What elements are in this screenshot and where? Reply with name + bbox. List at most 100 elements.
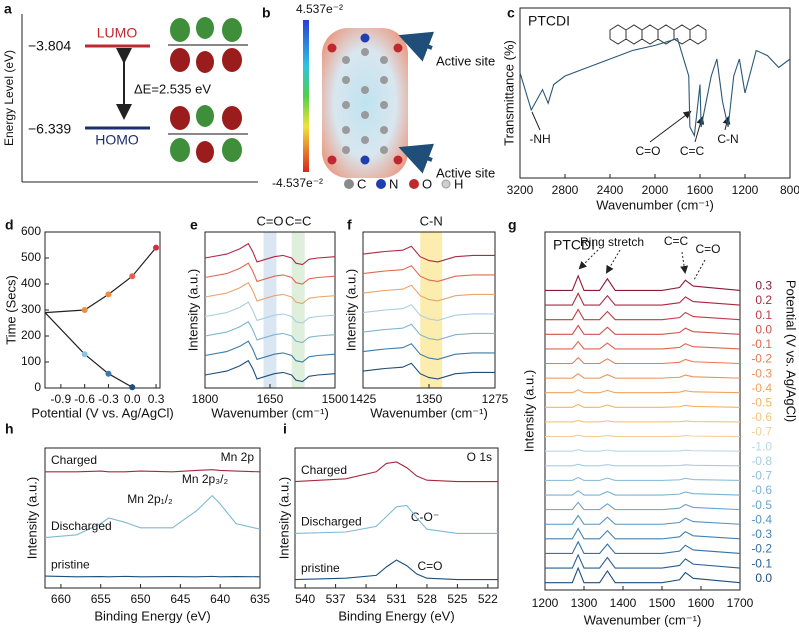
series-label: -0.6 — [751, 410, 772, 424]
y-axis-label: Intensity (a.u.) — [24, 477, 39, 559]
y-axis-label: Transmittance (%) — [501, 40, 516, 146]
series-line — [45, 469, 261, 473]
series-line — [545, 389, 741, 394]
series-line — [545, 324, 741, 335]
panel-label: c — [507, 5, 515, 21]
series-label: -1.0 — [751, 439, 772, 453]
x-tick-label: 537 — [326, 592, 346, 606]
x-tick-label: 1200 — [532, 596, 559, 610]
series-line — [545, 403, 741, 408]
series-line — [204, 359, 336, 383]
series-line — [545, 501, 741, 511]
chart-title: PTCDI — [553, 237, 595, 253]
series-line — [545, 489, 741, 496]
series-label: pristine — [51, 557, 90, 571]
panel-label: a — [4, 1, 12, 17]
x-axis-label: Wavenumber (cm⁻¹) — [596, 197, 714, 212]
y-axis-label: Intensity (a.u.) — [185, 269, 200, 351]
y-tick-label: 400 — [21, 276, 41, 290]
series-line — [362, 265, 495, 282]
series-line — [545, 566, 741, 584]
series-label: 0.2 — [755, 293, 772, 307]
annotation: C=C — [680, 144, 705, 158]
x-tick-label: 655 — [91, 592, 111, 606]
series-label: 0.0 — [755, 322, 772, 336]
annotation: Mn 2p₁/₂ — [127, 492, 173, 506]
x-tick-label: 2000 — [642, 183, 669, 197]
x-tick-label: 2800 — [552, 183, 579, 197]
x-tick-label: 0.3 — [148, 392, 165, 406]
series-line — [204, 301, 336, 324]
annotation: Active site — [436, 165, 495, 180]
series-label: -0.3 — [751, 366, 772, 380]
annotation: C=C — [664, 234, 689, 248]
x-tick-label: 1500 — [649, 596, 676, 610]
pointer-arrow — [398, 143, 435, 174]
legend-marker — [441, 179, 451, 189]
x-tick-label: 1400 — [610, 596, 637, 610]
series-line — [362, 245, 495, 263]
annotation: Mn 2p — [221, 450, 255, 464]
annotation: C=O — [256, 213, 283, 228]
marker — [105, 291, 112, 298]
x-axis-label: Wavenumber (cm⁻¹) — [584, 612, 702, 627]
scale-max: 4.537e⁻² — [296, 2, 343, 16]
series-line — [204, 281, 336, 305]
x-tick-label: 2400 — [597, 183, 624, 197]
series-label: -0.7 — [751, 425, 772, 439]
x-tick-label: 635 — [250, 592, 270, 606]
legend-marker — [344, 179, 354, 189]
series-line — [294, 559, 498, 581]
x-axis-label: Potential (V vs. Ag/AgCl) — [31, 405, 173, 420]
x-tick-label: 650 — [131, 592, 151, 606]
panel-label: h — [5, 421, 14, 437]
y-tick-label: 0 — [34, 380, 41, 394]
series-line — [362, 343, 495, 360]
series-label: pristine — [301, 561, 340, 575]
series-line — [545, 356, 741, 365]
marker — [81, 351, 88, 358]
series-line — [204, 340, 336, 363]
marker — [129, 273, 136, 280]
series-line — [545, 463, 741, 467]
annotation: C=O — [695, 242, 720, 256]
series-label: -0.6 — [751, 483, 772, 497]
x-tick-label: 1700 — [727, 596, 754, 610]
esp-surface — [322, 28, 408, 178]
lumo-label: LUMO — [97, 25, 138, 41]
series-line — [545, 553, 741, 569]
series-line — [519, 37, 791, 138]
x-axis-label: Wavenumber (cm⁻¹) — [370, 405, 488, 420]
series-line — [545, 434, 741, 438]
pointer-arrow — [398, 31, 435, 62]
legend-marker — [376, 179, 386, 189]
annotation: Ring stretch — [580, 235, 644, 249]
y-tick-label: 600 — [21, 224, 41, 238]
series-line — [545, 476, 741, 481]
highlight-band — [263, 232, 277, 388]
panel-label: b — [262, 5, 271, 21]
series-label: -0.2 — [751, 542, 772, 556]
x-tick-label: 522 — [478, 592, 498, 606]
marker — [105, 370, 112, 377]
marker — [129, 384, 136, 391]
legend-label: N — [389, 176, 398, 191]
series-line — [545, 308, 741, 321]
y-tick-label: 100 — [21, 354, 41, 368]
y-tick-label: 500 — [21, 250, 41, 264]
series-label: -0.8 — [751, 454, 772, 468]
x-axis-label: Wavenumber (cm⁻¹) — [211, 405, 329, 420]
annotation: O 1s — [467, 450, 492, 464]
x-tick-label: 534 — [356, 592, 376, 606]
x-tick-label: 1500 — [322, 392, 349, 406]
x-tick-label: 1275 — [482, 392, 509, 406]
x-tick-label: 1300 — [571, 596, 598, 610]
series-line — [44, 494, 261, 539]
annotation: Active site — [436, 53, 495, 68]
series-line — [362, 304, 495, 321]
energy-value: −3.804 — [28, 38, 71, 54]
legend-label: H — [454, 176, 463, 191]
series-label: -0.1 — [751, 556, 772, 570]
x-axis-label: Binding Energy (eV) — [338, 608, 454, 623]
